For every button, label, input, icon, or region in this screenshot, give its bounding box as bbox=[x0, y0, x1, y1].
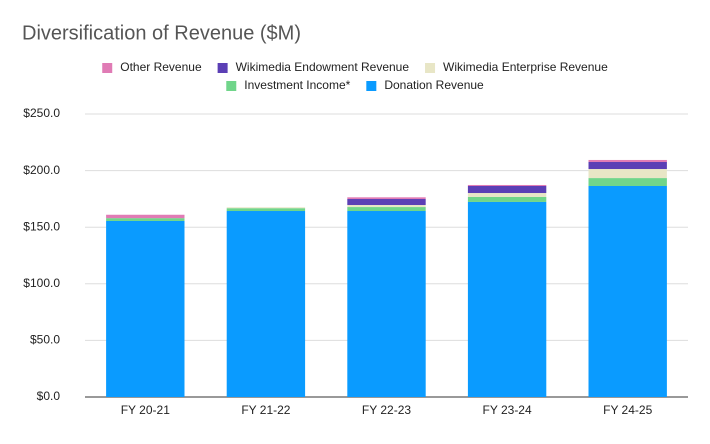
legend-label: Other Revenue bbox=[120, 60, 202, 74]
bar-segment bbox=[347, 199, 426, 206]
legend-swatch bbox=[425, 63, 436, 73]
bar-segment bbox=[467, 193, 547, 197]
bar-segment bbox=[106, 214, 185, 219]
y-tick-label: $50.0 bbox=[30, 333, 60, 347]
bar-segment bbox=[347, 207, 426, 212]
x-tick-label: FY 22-23 bbox=[362, 403, 411, 417]
bar-segment bbox=[467, 184, 547, 186]
bar-segment bbox=[588, 185, 667, 397]
bar-segment bbox=[226, 211, 306, 397]
legend-label: Wikimedia Endowment Revenue bbox=[236, 60, 410, 74]
bar-segment bbox=[588, 178, 667, 186]
bar-segment bbox=[467, 201, 547, 397]
y-tick-label: $150.0 bbox=[23, 219, 60, 233]
bar-segment bbox=[347, 197, 426, 200]
bar-segment bbox=[588, 159, 667, 162]
bar-segment bbox=[226, 207, 306, 209]
bar-segment bbox=[106, 218, 185, 221]
legend-swatch bbox=[217, 63, 228, 73]
x-tick-label: FY 20-21 bbox=[121, 403, 170, 417]
chart-title: Diversification of Revenue ($M) bbox=[22, 22, 301, 44]
legend-label: Investment Income* bbox=[244, 78, 350, 92]
x-tick-label: FY 23-24 bbox=[483, 403, 532, 417]
bar-segment bbox=[106, 220, 185, 397]
legend-swatch bbox=[366, 81, 377, 91]
legend-label: Donation Revenue bbox=[384, 78, 484, 92]
bar-segment bbox=[588, 169, 667, 179]
legend-label: Wikimedia Enterprise Revenue bbox=[443, 60, 608, 74]
y-tick-label: $0.0 bbox=[37, 389, 61, 403]
bar-segment bbox=[467, 196, 547, 202]
legend-swatch bbox=[102, 63, 113, 73]
y-tick-label: $250.0 bbox=[23, 106, 60, 120]
bar-segment bbox=[226, 208, 306, 212]
y-tick-label: $100.0 bbox=[23, 276, 60, 290]
x-tick-label: FY 24-25 bbox=[603, 403, 652, 417]
y-tick-label: $200.0 bbox=[23, 163, 60, 177]
bar-segment bbox=[588, 161, 667, 170]
bar-segment bbox=[467, 185, 547, 194]
x-tick-label: FY 21-22 bbox=[241, 403, 290, 417]
legend-swatch bbox=[226, 81, 237, 91]
bar-segment bbox=[347, 211, 426, 397]
bar-segment bbox=[347, 205, 426, 208]
